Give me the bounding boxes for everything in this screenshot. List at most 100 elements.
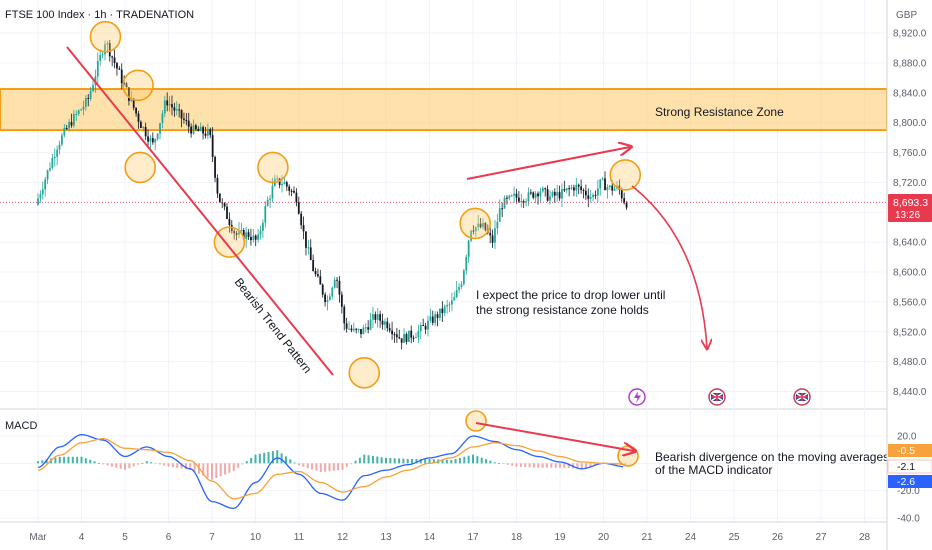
macd-histogram-bar bbox=[324, 463, 327, 472]
candle-body bbox=[338, 280, 341, 295]
candle-body bbox=[606, 187, 609, 191]
candle-body bbox=[252, 235, 255, 241]
candle-body bbox=[498, 208, 501, 222]
macd-histogram-bar bbox=[71, 456, 74, 464]
candle-body bbox=[441, 308, 444, 314]
macd-histogram-bar bbox=[589, 463, 592, 467]
candle-body bbox=[39, 194, 42, 199]
macd-histogram-bar bbox=[193, 463, 196, 472]
candle-body bbox=[592, 194, 594, 198]
macd-histogram-bar bbox=[132, 463, 135, 467]
candle-body bbox=[161, 113, 164, 124]
circle-highlight bbox=[122, 69, 154, 102]
candle-body bbox=[123, 83, 126, 85]
macd-histogram-bar bbox=[524, 463, 527, 468]
candle-body bbox=[443, 306, 446, 314]
macd-histogram-bar bbox=[215, 463, 218, 478]
candle-body bbox=[360, 329, 362, 335]
macd-value-1: -0.5 bbox=[897, 445, 915, 457]
candle-body bbox=[494, 228, 496, 243]
candle-body bbox=[551, 191, 554, 197]
candle-body bbox=[546, 189, 549, 201]
candle-body bbox=[364, 327, 367, 329]
candle-body bbox=[582, 189, 585, 191]
macd-histogram-bar bbox=[54, 457, 57, 464]
symbol-title[interactable]: FTSE 100 Index · 1h · TRADENATION bbox=[5, 9, 194, 21]
macd-histogram-bar bbox=[328, 463, 331, 472]
price-tick-label: 8,840.0 bbox=[893, 88, 927, 99]
candle-body bbox=[37, 198, 39, 205]
candle-body bbox=[264, 205, 267, 223]
macd-histogram-bar bbox=[41, 460, 44, 464]
macd-tick-label: 20.0 bbox=[897, 432, 917, 443]
candle-body bbox=[183, 118, 185, 121]
bearish-trendline bbox=[66, 46, 334, 376]
candle-body bbox=[235, 233, 238, 235]
macd-histogram-bar bbox=[58, 456, 61, 464]
candle-body bbox=[125, 83, 128, 88]
macd-histogram-bar bbox=[293, 462, 296, 464]
candle-body bbox=[257, 234, 260, 240]
candle-body bbox=[372, 314, 374, 320]
candle-body bbox=[620, 189, 623, 199]
candle-body bbox=[61, 135, 63, 145]
price-tick-label: 8,760.0 bbox=[893, 148, 927, 159]
candle-body bbox=[240, 229, 243, 231]
macd-histogram-bar bbox=[106, 463, 109, 466]
time-tick-label: 25 bbox=[728, 532, 740, 543]
macd-histogram-bar bbox=[519, 463, 522, 467]
candle-body bbox=[144, 126, 147, 137]
macd-histogram-bar bbox=[280, 453, 283, 464]
candle-body bbox=[393, 334, 396, 336]
macd-tick-label: -20.0 bbox=[897, 486, 920, 497]
candle-body bbox=[362, 327, 365, 335]
candle-body bbox=[44, 179, 47, 190]
candle-body bbox=[108, 43, 111, 57]
time-axis[interactable]: Mar 4 5 6 7 10 11 12 13 14 17 18 19 20 21 24 25 26 27 28 bbox=[29, 532, 870, 543]
candle-body bbox=[297, 202, 300, 214]
candle-body bbox=[250, 236, 252, 241]
candle-body bbox=[197, 129, 200, 132]
time-tick-label: 17 bbox=[467, 532, 479, 543]
candle-body bbox=[348, 328, 350, 330]
circle-highlight bbox=[348, 357, 381, 389]
time-tick-label: 10 bbox=[250, 532, 262, 543]
candle-body bbox=[302, 225, 305, 232]
earnings-event-icon[interactable] bbox=[628, 388, 646, 406]
macd-histogram-bar bbox=[298, 463, 300, 466]
time-tick-label: 13 bbox=[380, 532, 392, 543]
candle-body bbox=[556, 192, 559, 196]
candle-body bbox=[290, 190, 293, 192]
candle-body bbox=[261, 222, 264, 231]
macd-histogram-bar bbox=[97, 462, 100, 464]
uk-flag-event-icon-2[interactable] bbox=[793, 388, 811, 406]
candle-body bbox=[553, 191, 556, 196]
uk-flag-event-icon[interactable] bbox=[708, 388, 726, 406]
candle-body bbox=[503, 197, 506, 209]
macd-histogram-bar bbox=[354, 460, 357, 464]
candle-body bbox=[506, 197, 508, 199]
candle-body bbox=[424, 325, 427, 330]
macd-histogram-bar bbox=[271, 451, 274, 464]
macd-histogram-bar bbox=[441, 459, 444, 464]
candle-body bbox=[128, 87, 130, 101]
candle-body bbox=[558, 192, 561, 199]
candle-body bbox=[474, 227, 477, 232]
price-tick-label: 8,600.0 bbox=[893, 268, 927, 279]
candle-body bbox=[419, 324, 422, 332]
circle-highlight-macd bbox=[465, 410, 487, 432]
candle-body bbox=[608, 185, 611, 188]
candle-body bbox=[336, 279, 338, 281]
candle-body bbox=[455, 289, 458, 298]
candle-body bbox=[460, 284, 463, 288]
candle-body bbox=[171, 104, 173, 108]
countdown: 13:26 bbox=[895, 210, 920, 221]
macd-histogram-bar bbox=[472, 454, 474, 464]
candle-body bbox=[56, 149, 59, 157]
price-axis[interactable] bbox=[887, 0, 932, 550]
resistance-zone-label: Strong Resistance Zone bbox=[655, 105, 784, 119]
macd-histogram-bar bbox=[284, 456, 287, 464]
candle-body bbox=[343, 306, 346, 324]
candle-body bbox=[539, 191, 542, 197]
macd-histogram-bar bbox=[315, 463, 318, 471]
